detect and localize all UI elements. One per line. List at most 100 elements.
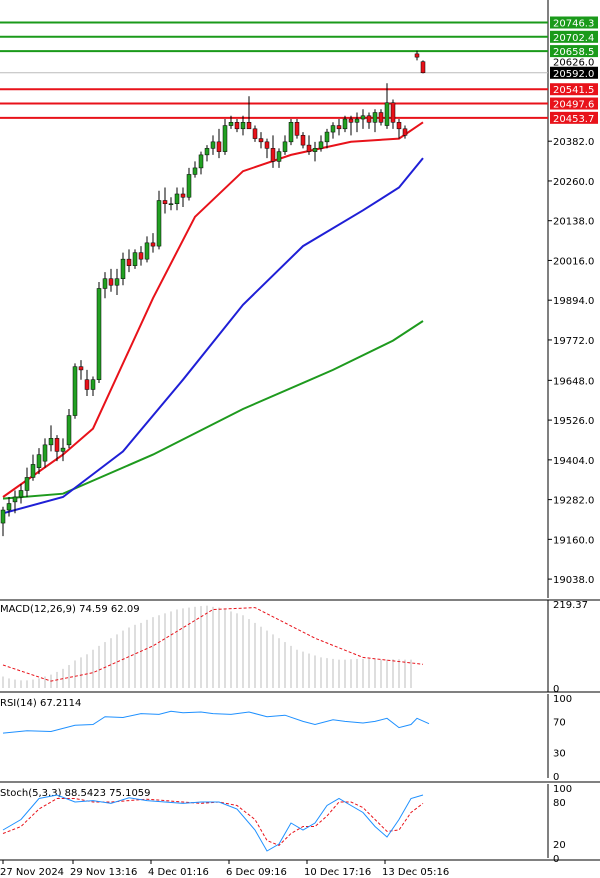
- candle-body: [144, 242, 150, 260]
- candle-body: [336, 125, 342, 130]
- x-tick-label: 13 Dec 05:16: [382, 867, 449, 878]
- candle-body: [264, 141, 270, 149]
- candle-body: [240, 122, 246, 130]
- x-tick-label: 10 Dec 17:16: [304, 867, 371, 878]
- candle-body: [300, 135, 306, 146]
- candle-body: [276, 151, 282, 162]
- candle-body: [342, 118, 348, 130]
- candle-body: [318, 141, 324, 149]
- candle-body: [372, 112, 378, 123]
- x-axis: 27 Nov 2024 29 Nov 13:16 4 Dec 01:16 6 Dec …: [0, 860, 449, 878]
- candle-body: [126, 258, 132, 266]
- candle-body: [390, 102, 396, 123]
- candle-body: [216, 141, 222, 152]
- price-tick-label: 19772.0: [553, 336, 594, 347]
- support-level-label-bg: [550, 83, 598, 96]
- candle-body: [18, 490, 24, 498]
- candle-body: [222, 125, 228, 152]
- price-tick-label: 20260.0: [553, 177, 594, 188]
- price-tick-label: 20382.0: [553, 137, 594, 148]
- candle-body: [66, 415, 72, 446]
- candle-body: [6, 503, 12, 511]
- candle-body: [108, 278, 114, 286]
- candle-body: [138, 252, 144, 260]
- candle-body: [54, 438, 60, 452]
- ema-slow-line: [2, 320, 424, 500]
- stoch-signal-line: [2, 798, 424, 846]
- candle-body: [324, 131, 330, 143]
- candle-body: [414, 53, 420, 58]
- candle-body: [156, 200, 162, 247]
- macd-tick-label: 0: [553, 684, 559, 695]
- macd-title: MACD(12,26,9) 74.59 62.09: [0, 604, 140, 615]
- price-tick-label: 20016.0: [553, 256, 594, 267]
- resistance-level-label-bg: [550, 16, 598, 29]
- price-tick-label: 19894.0: [553, 296, 594, 307]
- candle-body: [150, 242, 156, 247]
- candle-body: [246, 122, 252, 130]
- candle-body: [210, 141, 216, 149]
- rsi-tick-label: 70: [553, 717, 566, 728]
- candle-body: [24, 477, 30, 491]
- support-level-label: 20453.7: [553, 114, 594, 125]
- candle-body: [420, 61, 426, 74]
- rsi-line: [2, 710, 430, 734]
- support-level-label-bg: [550, 97, 598, 110]
- candle-body: [252, 128, 258, 139]
- candle-body: [12, 496, 18, 503]
- rsi-tick-label: 30: [553, 749, 566, 760]
- last-price-label-bg: [550, 66, 598, 79]
- candle-body: [282, 141, 288, 152]
- price-panel: 20382.0 20260.0 20138.0 20016.0 19894.0 19772…: [0, 0, 598, 598]
- candle-body: [270, 148, 276, 162]
- candle-body: [72, 366, 78, 416]
- candle-body: [378, 112, 384, 123]
- candle-body: [204, 148, 210, 156]
- candle-body: [312, 148, 318, 152]
- candle-body: [78, 366, 84, 371]
- candle-body: [60, 447, 66, 452]
- price-tick-label: 19038.0: [553, 575, 594, 586]
- candle-body: [0, 509, 6, 524]
- price-tick-label: 19282.0: [553, 496, 594, 507]
- price-tick-label: 20138.0: [553, 217, 594, 228]
- candle-body: [366, 115, 372, 123]
- candle-body: [192, 167, 198, 175]
- candle-body: [234, 122, 240, 130]
- stoch-title: Stoch(5,3,3) 88.5423 75.1059: [0, 788, 151, 799]
- candle-body: [186, 174, 192, 198]
- price-tick-label: 19404.0: [553, 456, 594, 467]
- candle-body: [396, 122, 402, 130]
- ema-fast-line: [2, 121, 424, 498]
- candle-body: [132, 252, 138, 266]
- x-tick-label: 29 Nov 13:16: [70, 867, 137, 878]
- candle-body: [258, 138, 264, 143]
- candle-body: [90, 379, 96, 390]
- macd-tick-label: 219.37: [553, 600, 588, 611]
- candle-body: [330, 125, 336, 133]
- stoch-main-line: [2, 794, 424, 852]
- support-level-label-bg: [550, 111, 598, 124]
- candle-body: [360, 115, 366, 120]
- support-level-label: 20541.5: [553, 85, 594, 96]
- candle-body: [36, 454, 42, 468]
- stoch-tick-label: 20: [553, 840, 566, 851]
- macd-panel: MACD(12,26,9) 74.59 62.09 219.37 0: [0, 600, 588, 695]
- candle-body: [288, 122, 294, 143]
- candle-body: [48, 438, 54, 446]
- price-tick-label: 19648.0: [553, 376, 594, 387]
- resistance-level-label-bg: [550, 45, 598, 58]
- candle-body: [84, 379, 90, 390]
- candle-body: [102, 278, 108, 289]
- candle-body: [96, 288, 102, 380]
- support-level-label: 20497.6: [553, 100, 594, 111]
- candle-body: [30, 464, 36, 478]
- candle-body: [306, 144, 312, 152]
- candle-body: [174, 193, 180, 205]
- candle-body: [198, 154, 204, 169]
- rsi-title: RSI(14) 67.2114: [0, 698, 81, 709]
- price-tick-label: 19160.0: [553, 535, 594, 546]
- rsi-tick-label: 100: [553, 694, 572, 705]
- stoch-tick-label: 100: [553, 784, 572, 795]
